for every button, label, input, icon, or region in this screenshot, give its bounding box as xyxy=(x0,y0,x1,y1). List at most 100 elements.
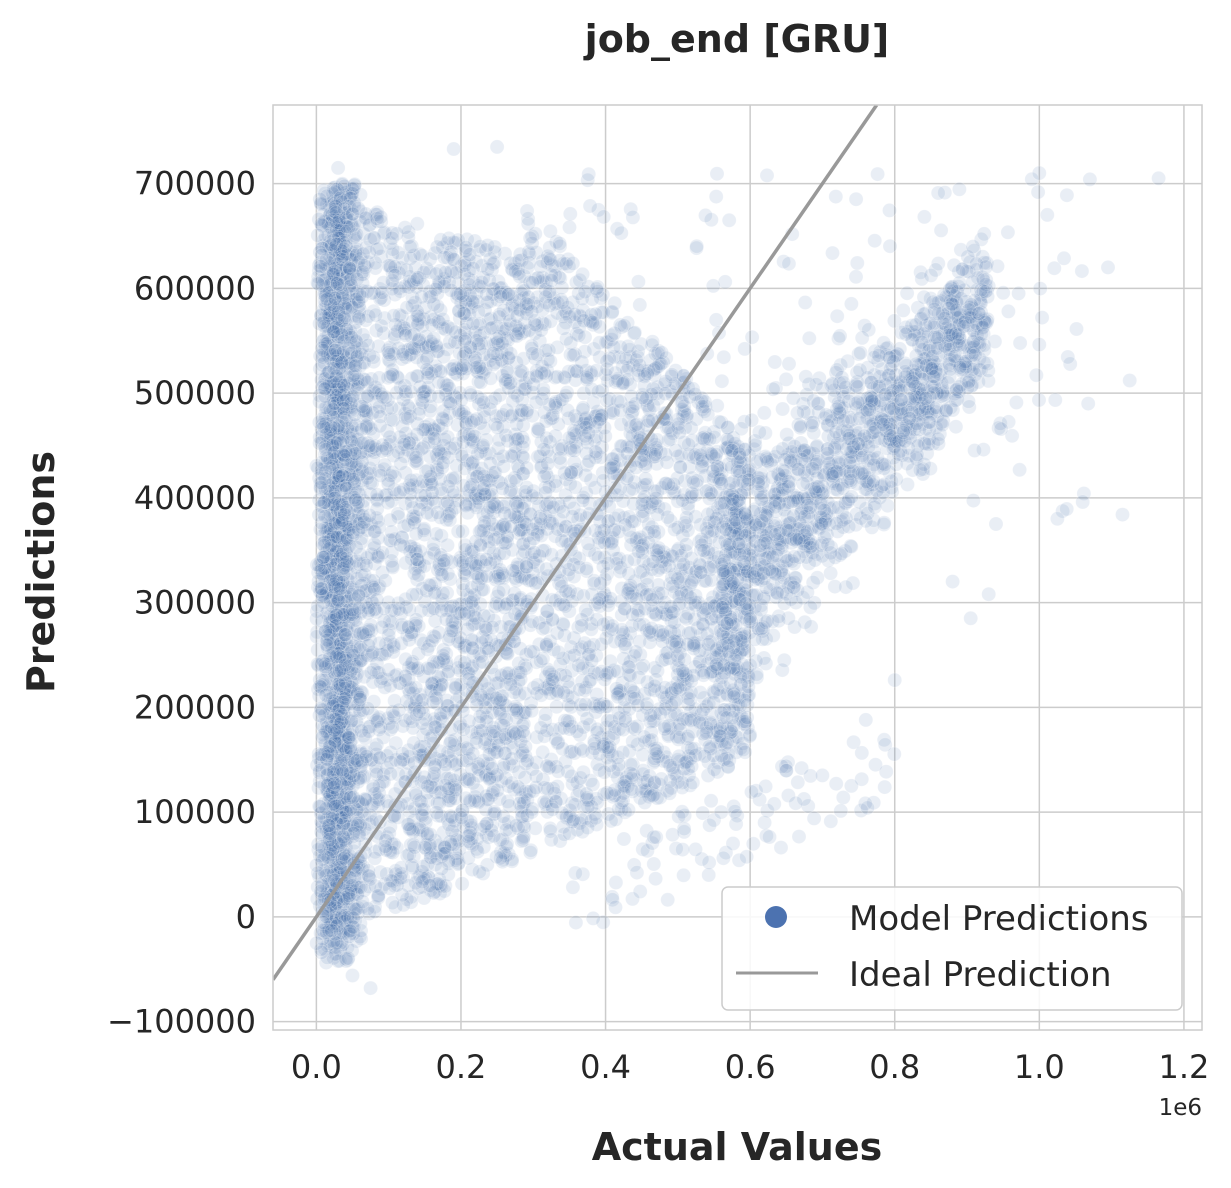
scatter-point xyxy=(500,365,515,381)
scatter-point xyxy=(457,655,473,671)
scatter-point xyxy=(313,886,329,901)
scatter-point xyxy=(323,562,339,578)
scatter-point xyxy=(334,354,350,370)
scatter-point xyxy=(405,860,421,876)
scatter-point xyxy=(440,566,456,582)
scatter-point xyxy=(313,481,329,497)
scatter-point xyxy=(497,505,512,521)
scatter-point xyxy=(427,430,443,446)
scatter-point xyxy=(337,531,353,547)
scatter-point xyxy=(445,484,461,500)
scatter-point xyxy=(324,193,340,209)
scatter-point xyxy=(407,839,423,855)
scatter-point xyxy=(331,391,347,407)
scatter-point xyxy=(315,426,331,442)
scatter-point xyxy=(411,406,427,422)
scatter-point xyxy=(384,230,400,246)
scatter-point xyxy=(335,561,351,576)
scatter-point xyxy=(330,813,346,829)
scatter-point xyxy=(326,324,342,340)
scatter-point xyxy=(336,310,352,326)
scatter-point xyxy=(510,431,526,447)
scatter-point xyxy=(409,426,425,442)
scatter-point xyxy=(334,912,350,928)
scatter-point xyxy=(391,702,407,718)
scatter-point xyxy=(448,680,463,695)
scatter-point xyxy=(519,559,535,575)
scatter-point xyxy=(335,662,351,678)
scatter-point xyxy=(509,703,524,718)
scatter-point xyxy=(480,791,496,807)
scatter-point xyxy=(319,812,335,828)
scatter-point xyxy=(322,351,338,367)
scatter-point xyxy=(341,730,357,746)
scatter-point xyxy=(382,880,398,896)
scatter-point xyxy=(322,489,338,505)
scatter-point xyxy=(326,266,341,282)
scatter-point xyxy=(346,307,362,323)
scatter-point xyxy=(461,827,477,843)
scatter-point xyxy=(457,333,473,349)
scatter-point xyxy=(352,916,368,931)
scatter-point xyxy=(335,829,351,845)
scatter-point xyxy=(400,817,416,832)
scatter-point xyxy=(352,511,368,526)
scatter-point xyxy=(328,538,344,554)
scatter-point xyxy=(329,841,345,857)
scatter-point xyxy=(323,417,338,433)
scatter-point xyxy=(369,592,385,608)
scatter-point xyxy=(332,228,348,244)
scatter-point xyxy=(336,749,352,765)
scatter-point xyxy=(331,418,347,434)
scatter-point xyxy=(488,690,504,706)
scatter-point xyxy=(348,540,364,555)
scatter-point xyxy=(429,526,444,542)
scatter-point xyxy=(345,910,361,926)
scatter-point xyxy=(436,349,452,365)
scatter-point xyxy=(333,757,349,772)
scatter-point xyxy=(333,939,348,955)
scatter-point xyxy=(329,520,345,535)
scatter-point xyxy=(332,408,348,424)
scatter-point xyxy=(473,537,488,553)
scatter-point xyxy=(432,682,448,698)
scatter-point xyxy=(319,632,335,648)
scatter-point xyxy=(475,481,491,497)
scatter-point xyxy=(342,467,358,482)
scatter-point xyxy=(335,390,351,406)
scatter-point xyxy=(433,364,449,380)
scatter-point xyxy=(326,527,342,542)
scatter-point xyxy=(503,519,519,534)
scatter-point xyxy=(344,202,360,218)
scatter-point xyxy=(320,307,336,323)
scatter-point xyxy=(438,265,453,280)
scatter-point xyxy=(328,292,344,307)
scatter-point xyxy=(365,778,381,794)
scatter-point xyxy=(420,778,436,794)
scatter-point xyxy=(416,521,432,537)
scatter-point xyxy=(323,351,339,367)
scatter-point xyxy=(328,666,344,682)
scatter-point xyxy=(335,468,351,484)
scatter-point xyxy=(332,359,348,375)
scatter-point xyxy=(398,651,414,667)
scatter-point xyxy=(471,864,487,880)
scatter-point xyxy=(351,600,367,616)
scatter-point xyxy=(340,950,356,966)
scatter-point xyxy=(337,469,353,485)
scatter-point xyxy=(472,709,488,724)
scatter-point xyxy=(344,400,360,416)
scatter-point xyxy=(329,603,345,619)
scatter-point xyxy=(340,818,356,834)
scatter-point xyxy=(462,772,477,787)
scatter-point xyxy=(330,214,346,230)
scatter-point xyxy=(491,584,507,600)
scatter-point xyxy=(457,537,473,553)
scatter-point xyxy=(352,689,368,705)
scatter-point xyxy=(381,345,397,361)
scatter-point xyxy=(465,261,481,276)
scatter-point xyxy=(417,488,433,504)
scatter-point xyxy=(332,355,348,371)
scatter-point xyxy=(473,391,489,407)
